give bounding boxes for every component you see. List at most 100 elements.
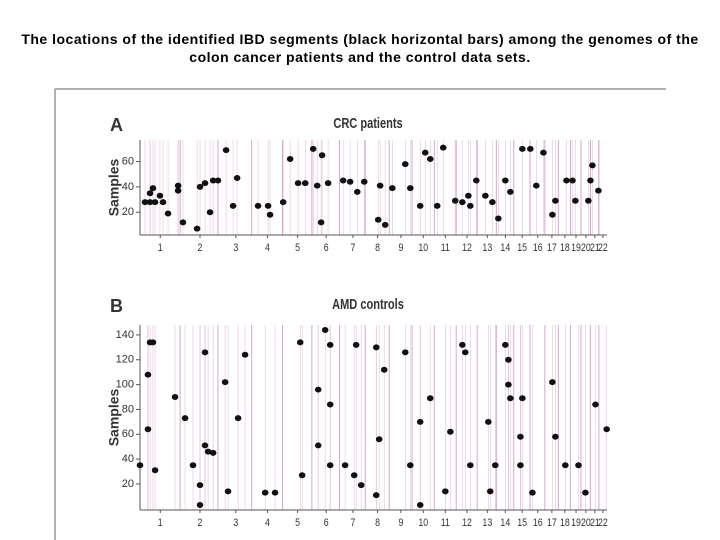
ibd-segment	[426, 156, 434, 162]
ibd-segment	[193, 225, 201, 232]
x-tick-label: 6	[324, 242, 329, 254]
panel-letter: A	[110, 115, 123, 135]
ibd-segment	[459, 341, 466, 348]
ibd-segment	[582, 489, 589, 496]
ibd-segment	[372, 492, 380, 499]
ibd-segment	[407, 185, 414, 192]
x-tick-label: 9	[398, 242, 403, 254]
x-tick-label: 3	[233, 517, 238, 529]
ibd-segment	[241, 351, 249, 358]
ibd-segment	[286, 156, 294, 162]
ibd-segment	[459, 199, 466, 206]
panel-title: AMD controls	[332, 295, 404, 312]
ibd-segment	[376, 182, 384, 189]
ibd-segment	[517, 462, 524, 469]
ibd-segment	[421, 149, 429, 156]
ibd-segment	[447, 428, 454, 435]
y-tick-label: 140	[116, 329, 134, 341]
ibd-segment	[527, 145, 534, 152]
ibd-segment	[433, 202, 441, 209]
ibd-segment	[549, 211, 556, 218]
ibd-segment	[174, 187, 182, 194]
x-tick-label: 5	[295, 517, 300, 529]
ibd-segment	[346, 178, 354, 185]
y-tick-label: 20	[122, 206, 134, 218]
ibd-segment	[326, 401, 334, 408]
x-tick-label: 7	[350, 242, 355, 254]
ibd-segment	[298, 472, 306, 479]
x-tick-label: 1	[158, 242, 163, 254]
ibd-segment	[179, 219, 187, 226]
x-tick-label: 8	[375, 517, 380, 529]
ibd-segment	[271, 489, 279, 496]
ibd-segment	[317, 219, 325, 226]
x-tick-label: 11	[441, 517, 451, 529]
ibd-segment	[519, 145, 526, 152]
ibd-segment	[149, 339, 157, 346]
x-tick-label: 18	[560, 517, 570, 529]
ibd-segment	[146, 190, 154, 197]
ibd-segment	[264, 202, 272, 209]
ibd-segment	[507, 395, 514, 402]
ibd-segment	[482, 192, 489, 199]
ibd-segment	[353, 188, 361, 195]
ibd-segment	[572, 197, 579, 204]
x-tick-label: 8	[375, 242, 380, 254]
ibd-segment	[372, 344, 380, 351]
ibd-segment	[254, 202, 262, 209]
x-tick-label: 10	[418, 517, 428, 529]
ibd-segment	[552, 433, 559, 440]
ibd-segment	[451, 197, 459, 204]
ibd-segment	[491, 462, 499, 469]
x-tick-label: 9	[398, 517, 403, 529]
ibd-segment	[341, 462, 349, 469]
x-tick-label: 2	[198, 517, 203, 529]
x-tick-label: 13	[482, 242, 492, 254]
ibd-segment	[592, 401, 599, 408]
ibd-segment	[181, 415, 189, 422]
ibd-segment	[350, 472, 358, 479]
x-tick-label: 10	[418, 242, 428, 254]
x-tick-label: 17	[547, 517, 557, 529]
ibd-segment	[201, 349, 209, 356]
ibd-segment	[209, 449, 217, 456]
panel-letter: B	[110, 296, 123, 316]
ibd-segment	[222, 147, 230, 154]
ibd-segment	[416, 418, 424, 425]
ibd-segment	[321, 326, 329, 333]
ibd-segment	[233, 175, 241, 181]
ibd-segment	[540, 149, 547, 156]
ibd-segment	[467, 202, 474, 209]
x-tick-label: 1	[158, 517, 163, 529]
ibd-segment	[266, 211, 274, 218]
x-tick-label: 18	[560, 242, 570, 254]
x-tick-label: 20	[581, 242, 591, 254]
ibd-segment	[360, 178, 368, 185]
ibd-segment	[461, 349, 469, 356]
ibd-segment	[294, 180, 302, 187]
ibd-segment	[375, 436, 383, 443]
y-tick-label: 60	[122, 155, 134, 167]
ibd-segment	[141, 199, 149, 206]
ibd-segment	[234, 415, 242, 422]
ibd-segment	[442, 488, 449, 495]
ibd-segment	[324, 180, 332, 187]
ibd-segment	[426, 395, 434, 402]
ibd-segment	[149, 185, 157, 192]
ibd-segment	[196, 482, 204, 489]
x-tick-label: 16	[533, 242, 543, 254]
y-tick-label: 40	[122, 453, 134, 465]
ibd-segment	[279, 199, 287, 206]
y-tick-label: 80	[122, 403, 134, 415]
y-tick-label: 60	[122, 428, 134, 440]
y-tick-label: 40	[122, 181, 134, 193]
x-tick-label: 17	[547, 242, 557, 254]
x-tick-label: 15	[517, 242, 527, 254]
ibd-segment	[156, 192, 164, 199]
ibd-segment	[314, 386, 322, 393]
x-tick-label: 5	[295, 242, 300, 254]
x-tick-label: 21	[590, 517, 600, 529]
ibd-segment	[146, 199, 154, 206]
ibd-segment	[189, 462, 197, 469]
